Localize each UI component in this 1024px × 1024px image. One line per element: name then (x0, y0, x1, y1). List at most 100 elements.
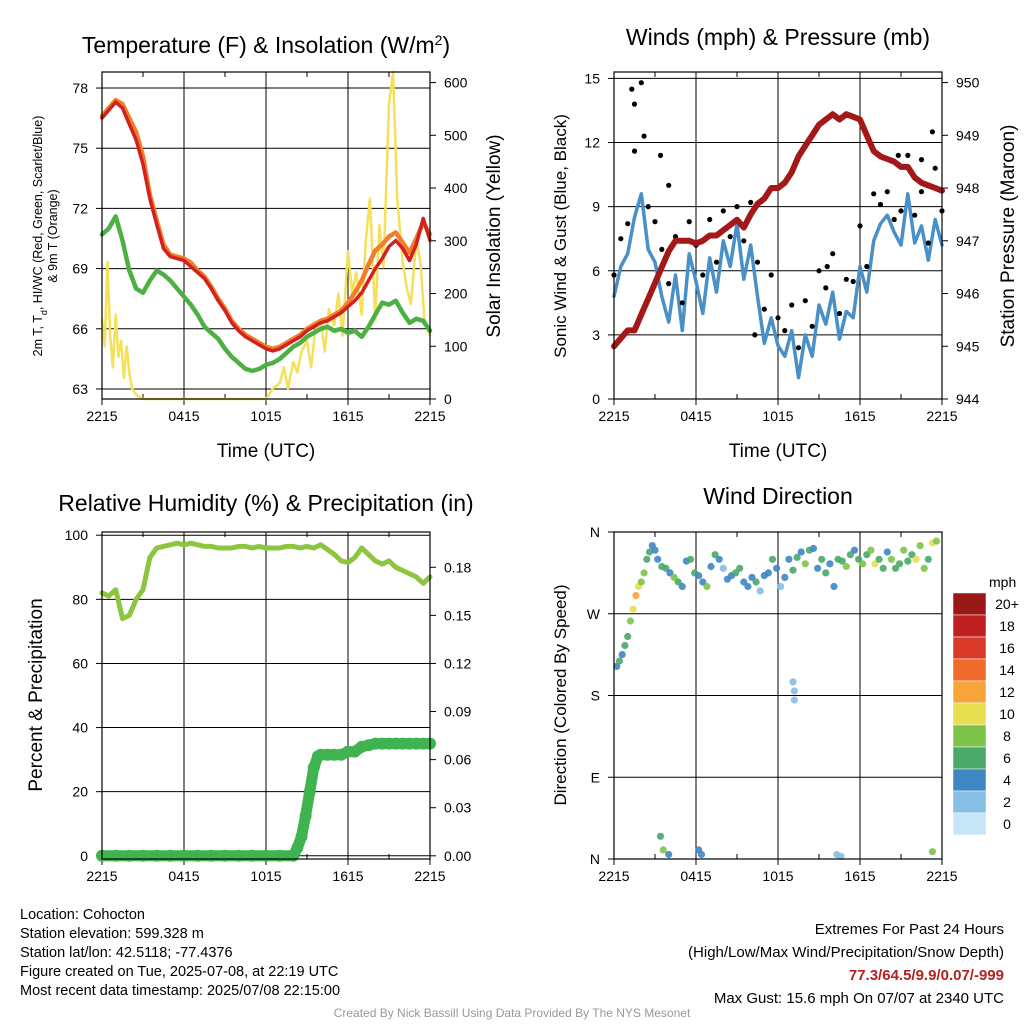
gust-point (666, 281, 672, 287)
temp-2m-line (100, 100, 432, 353)
chart-title: Winds (mph) & Pressure (mb) (626, 24, 930, 50)
direction-point (932, 537, 941, 545)
speed-legend: mph 20+ 18 16 14 12 10 8 6 4 2 0 (952, 574, 1019, 836)
gust-point (918, 157, 925, 163)
gust-point (761, 306, 767, 312)
gust-point (912, 212, 918, 218)
legend-swatch (952, 768, 987, 792)
direction-point (777, 582, 785, 591)
direction-point (613, 662, 621, 671)
plot-border (613, 531, 943, 860)
direction-point (814, 564, 822, 572)
legend-swatch (952, 790, 987, 814)
x-tick-label: 1615 (332, 868, 363, 884)
y-tick-label: N (590, 524, 600, 540)
y2-axis-label: Solar Insolation (Yellow) (484, 134, 505, 337)
precip-point (232, 849, 245, 862)
y2-tick-label: 400 (444, 180, 468, 196)
gust-point (816, 268, 822, 274)
gust-point (707, 216, 713, 223)
x-tick-label: 2215 (414, 408, 445, 424)
direction-point (916, 542, 924, 550)
y-axis-label: Percent & Precipitation (26, 598, 47, 791)
direction-point (801, 560, 809, 568)
x-tick-label: 1615 (844, 868, 875, 884)
legend-label: 2 (1003, 794, 1011, 810)
direction-point (928, 848, 937, 856)
gust-point (795, 345, 802, 351)
direction-point (707, 562, 715, 571)
gust-point (857, 223, 863, 229)
gust-point (652, 219, 658, 225)
direction-point (654, 555, 662, 563)
gust-point (713, 259, 720, 265)
y-tick-label: 60 (72, 655, 88, 671)
direction-point (651, 546, 659, 554)
legend-label: 0 (1003, 816, 1011, 832)
direction-point (752, 578, 760, 586)
legend-label: 4 (1003, 772, 1011, 788)
direction-point (793, 553, 801, 562)
legend-label: 10 (999, 706, 1015, 722)
y2-tick-label: 948 (956, 180, 980, 196)
precip-point (150, 849, 163, 862)
gust-point (891, 216, 897, 223)
y2-tick-label: 300 (444, 233, 468, 249)
gust-point (898, 208, 904, 214)
direction-point (732, 569, 740, 577)
legend-swatch (952, 658, 987, 682)
extremes-title: Extremes For Past 24 Hours (814, 921, 1004, 938)
station-location: Location: Cohocton (20, 907, 145, 923)
y-tick-label: S (591, 688, 600, 704)
y2-tick-label: 945 (956, 338, 980, 354)
legend-label: 20+ (995, 596, 1019, 612)
direction-point (715, 555, 723, 563)
legend-swatch (952, 614, 987, 638)
legend-swatch (952, 724, 987, 748)
title-superscript: 2 (435, 32, 443, 48)
gust-point (932, 165, 938, 171)
y2-tick-label: 0.03 (444, 800, 471, 816)
gust-point (741, 238, 747, 244)
direction-point (904, 557, 912, 565)
gust-point (836, 310, 843, 317)
direction-point (703, 582, 711, 591)
direction-point (830, 582, 838, 591)
gust-point (929, 129, 936, 135)
gust-point (905, 152, 911, 158)
x-tick-label: 1015 (250, 408, 281, 424)
precip-point (299, 809, 312, 822)
x-tick-label: 1615 (844, 408, 875, 424)
direction-point (744, 582, 752, 591)
gust-point (918, 189, 925, 195)
humidity-line (99, 540, 433, 622)
credit-line: Created By Nick Bassill Using Data Provi… (333, 1006, 691, 1020)
x-tick-label: 2215 (926, 408, 957, 424)
title-end: ) (442, 32, 450, 58)
y-tick-label: 80 (72, 591, 88, 607)
direction-point (924, 555, 932, 563)
direction-point (640, 569, 648, 577)
direction-point (656, 832, 665, 840)
gust-point (775, 315, 781, 321)
direction-point (618, 651, 626, 659)
figure-created: Figure created on Tue, 2025-07-08, at 22… (20, 964, 339, 980)
max-gust: Max Gust: 15.6 mph On 07/07 at 2340 UTC (713, 990, 1004, 1007)
panel-3: 2215 0415 1015 1615 2215 0 20 40 60 80 100 0.00 0.03… (26, 490, 474, 884)
station-elevation: Station elevation: 599.328 m (20, 926, 204, 942)
gust-point (659, 246, 665, 252)
precip-point (273, 849, 286, 862)
gust-point (789, 302, 795, 308)
direction-point (615, 657, 624, 665)
x-tick-label: 1015 (762, 868, 793, 884)
direction-point (626, 617, 635, 625)
gust-point (871, 191, 877, 197)
precip-point (123, 849, 136, 862)
direction-point (850, 546, 859, 554)
legend-swatch (952, 812, 987, 836)
x-tick-label: 0415 (168, 408, 199, 424)
precip-point (295, 830, 308, 843)
x-tick-label: 2215 (598, 868, 629, 884)
y-axis-label: Direction (Colored By Speed) (551, 584, 570, 805)
